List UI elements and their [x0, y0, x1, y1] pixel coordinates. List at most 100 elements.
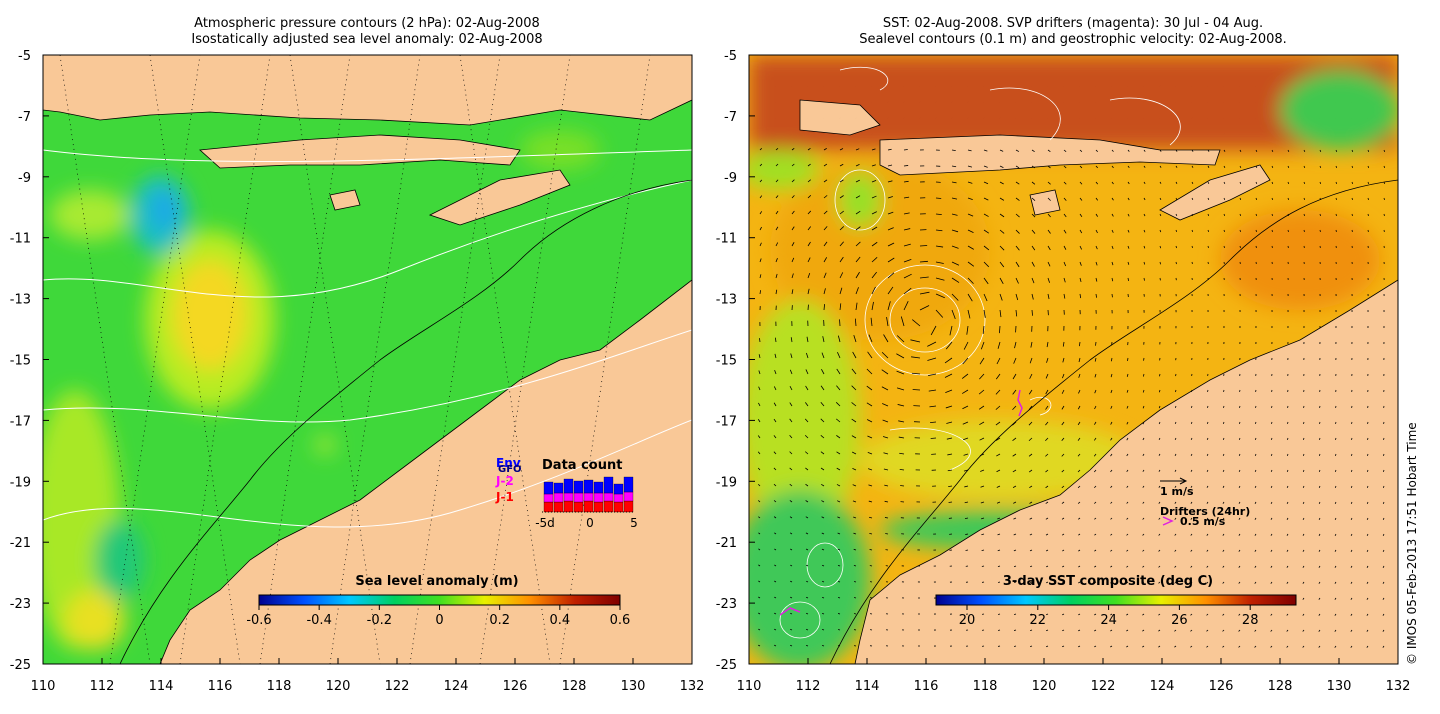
right-y-tick-label: -7 [724, 110, 737, 125]
velocity-arrow [1127, 358, 1128, 361]
velocity-arrow [854, 581, 856, 582]
right-x-tick-label: 110 [737, 679, 762, 694]
left-map [30, 55, 692, 664]
velocity-arrow [1191, 390, 1192, 392]
velocity-arrow [870, 549, 872, 550]
velocity-arrow [949, 502, 952, 503]
left-y-tick-label: -17 [10, 414, 31, 429]
velocity-arrow [1303, 438, 1304, 440]
left-x-tick-label: 114 [149, 679, 174, 694]
velocity-arrow [1351, 454, 1352, 456]
right-colorbar-tick-label: 20 [959, 613, 976, 628]
velocity-arrow [1239, 406, 1240, 408]
velocity-arrow [1368, 182, 1369, 184]
velocity-arrow [1304, 214, 1305, 216]
inset-bar-segment [614, 494, 623, 502]
left-x-tick-label: 110 [31, 679, 56, 694]
inset-xtick-end: 5 [630, 516, 638, 530]
left-colorbar-tick-label: 0.6 [610, 613, 631, 628]
left-colorbar-tick-label: -0.4 [306, 613, 331, 628]
left-title-line2: Isostatically adjusted sea level anomaly… [191, 32, 542, 47]
left-y-tick-label: -5 [18, 49, 31, 64]
inset-bar-segment [564, 493, 573, 501]
velocity-arrow [1032, 310, 1033, 316]
velocity-arrow [838, 597, 840, 598]
velocity-arrow [1336, 198, 1337, 200]
velocity-arrow [1160, 262, 1161, 264]
velocity-arrow [759, 338, 760, 342]
velocity-arrow [982, 566, 984, 567]
inset-bar-segment [624, 501, 633, 512]
inset-bar-segment [584, 501, 593, 512]
inset-bar-segment [594, 502, 603, 512]
velocity-arrow [913, 389, 920, 390]
right-x-tick-label: 116 [914, 679, 939, 694]
velocity-arrow [1368, 198, 1369, 200]
inset-bar-segment [584, 493, 593, 501]
inset-bar-segment [614, 502, 623, 512]
right-y-tick-label: -21 [716, 536, 737, 551]
left-colorbar-label: Sea level anomaly (m) [355, 574, 518, 589]
right-y-tick-label: -17 [716, 414, 737, 429]
velocity-arrow [1159, 374, 1160, 376]
velocity-arrow [1223, 406, 1224, 408]
left-x-tick-label: 124 [444, 679, 469, 694]
velocity-arrow [1352, 198, 1353, 200]
left-panel: Atmospheric pressure contours (2 hPa): 0… [10, 16, 705, 694]
inset-bar-segment [624, 477, 633, 492]
right-x-tick-label: 130 [1327, 679, 1352, 694]
velocity-arrow [1272, 230, 1273, 232]
inset-bar-segment [594, 493, 603, 502]
velocity-arrow [1175, 390, 1176, 392]
inset-bar-segment [594, 482, 603, 493]
inset-bar-segment [574, 493, 583, 502]
inset-bar-segment [544, 494, 553, 502]
right-x-tick-label: 128 [1268, 679, 1293, 694]
right-colorbar-tick-label: 28 [1242, 613, 1259, 628]
inset-bar-segment [584, 480, 593, 493]
left-y-tick-label: -21 [10, 536, 31, 551]
velocity-arrow [1272, 214, 1273, 216]
left-x-tick-label: 126 [503, 679, 528, 694]
left-title-line1: Atmospheric pressure contours (2 hPa): 0… [194, 16, 540, 31]
left-x-tick-label: 122 [385, 679, 410, 694]
right-panel: SST: 02-Aug-2008. SVP drifters (magenta)… [716, 16, 1411, 694]
inset-bar-segment [544, 502, 553, 512]
inset-bar-segment [554, 493, 563, 502]
inset-bar-segment [564, 501, 573, 512]
right-x-tick-label: 122 [1091, 679, 1116, 694]
velocity-arrow [998, 582, 1000, 583]
inset-title: Data count [542, 458, 622, 473]
right-colorbar-tick-label: 24 [1100, 613, 1117, 628]
left-y-tick-label: -11 [10, 232, 31, 247]
velocity-arrow [1255, 422, 1256, 424]
left-y-tick-label: -15 [10, 354, 31, 369]
left-colorbar-tick-label: 0.4 [549, 613, 570, 628]
inset-bar-segment [604, 477, 613, 493]
left-y-tick-label: -23 [10, 597, 31, 612]
inset-bar-segment [574, 481, 583, 493]
right-y-tick-label: -13 [716, 293, 737, 308]
left-colorbar-tick-label: 0 [435, 613, 443, 628]
velocity-arrow [1096, 294, 1097, 298]
right-colorbar-tick-label: 22 [1030, 613, 1047, 628]
velocity-arrow [854, 565, 856, 566]
velocity-arrow [822, 645, 824, 646]
inset-bar-segment [554, 502, 563, 512]
right-y-tick-label: -9 [724, 171, 737, 186]
velocity-arrow [1303, 422, 1304, 424]
velocity-arrow [1208, 246, 1209, 248]
left-y-tick-label: -7 [18, 110, 31, 125]
inset-legend-j2: J-2 [495, 474, 514, 488]
right-y-tick-label: -11 [716, 232, 737, 247]
inset-bar-segment [544, 482, 553, 494]
velocity-arrow [1367, 438, 1368, 440]
left-colorbar-tick-label: 0.2 [489, 613, 510, 628]
velocity-arrow [1320, 214, 1321, 216]
right-x-tick-label: 120 [1032, 679, 1057, 694]
right-y-tick-label: -19 [716, 475, 737, 490]
velocity-arrow [1256, 230, 1257, 232]
velocity-arrow [1384, 198, 1385, 200]
right-colorbar-label: 3-day SST composite (deg C) [1003, 574, 1213, 589]
velocity-arrow [885, 517, 888, 518]
